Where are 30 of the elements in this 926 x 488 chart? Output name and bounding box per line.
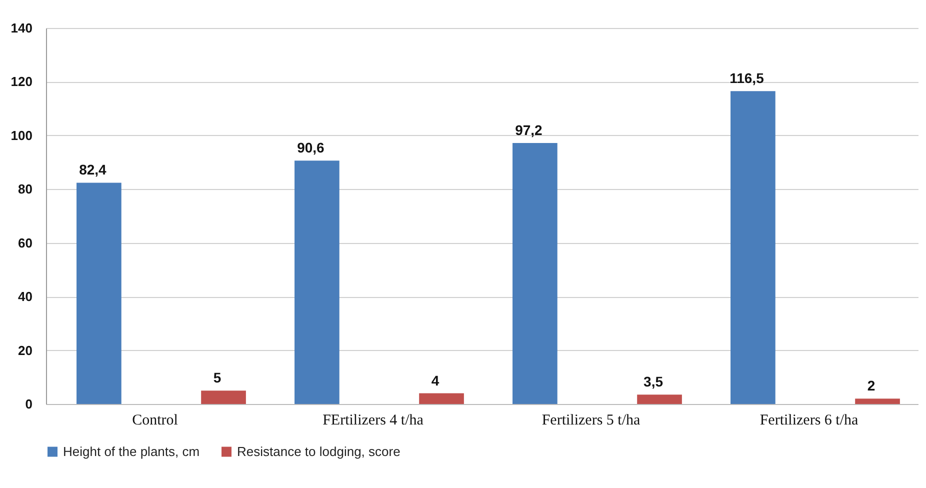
data-label: 97,2	[515, 122, 543, 138]
data-label: 4	[431, 372, 440, 388]
legend-label: Resistance to lodging, score	[237, 444, 400, 459]
data-label: 2	[867, 378, 876, 394]
bar	[637, 394, 682, 404]
bar	[76, 182, 122, 404]
legend-label: Height of the plants, cm	[63, 444, 200, 459]
data-label: 82,4	[79, 162, 107, 178]
y-tick-label: 120	[10, 74, 32, 90]
y-tick-label: 20	[18, 342, 32, 358]
bar	[855, 398, 900, 404]
x-tick-label: Fertilizers 6 t/ha	[760, 412, 858, 428]
bar	[294, 160, 340, 404]
bar	[201, 390, 246, 404]
y-tick-label: 140	[10, 20, 32, 36]
y-tick-label: 100	[10, 128, 32, 143]
x-tick-label: Control	[132, 412, 178, 428]
x-tick-label: Fertilizers 5 t/ha	[542, 412, 640, 428]
y-tick-label: 0	[25, 396, 32, 412]
bar	[512, 142, 558, 404]
data-label: 116,5	[730, 70, 764, 86]
y-tick-label: 60	[18, 235, 32, 250]
bar	[730, 91, 776, 404]
bar	[419, 393, 464, 404]
data-label: 90,6	[297, 140, 325, 156]
data-label: 3,5	[644, 374, 664, 390]
x-tick-label: FErtilizers 4 t/ha	[322, 412, 424, 428]
data-label: 5	[213, 370, 222, 386]
y-tick-label: 40	[18, 289, 32, 304]
y-tick-label: 80	[18, 182, 32, 197]
